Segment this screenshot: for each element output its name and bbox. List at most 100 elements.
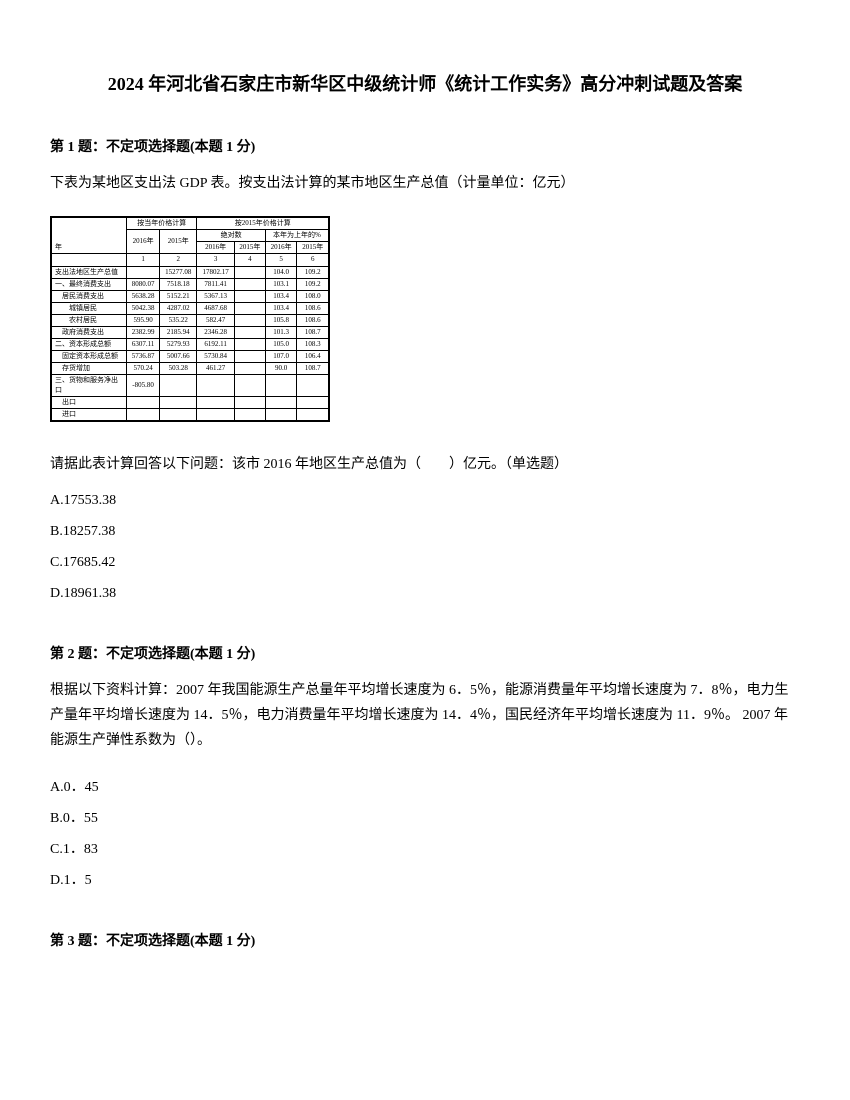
table-cell: 105.8 — [265, 314, 297, 326]
q2-option-c: C.1．83 — [50, 836, 800, 864]
table-cell: 进口 — [52, 408, 127, 420]
table-cell: 570.24 — [127, 363, 160, 375]
table-cell: 居民消费支出 — [52, 290, 127, 302]
table-row: 农村居民595.90535.22582.47105.8108.6 — [52, 314, 329, 326]
table-cell: 109.2 — [297, 278, 329, 290]
table-cell: 103.4 — [265, 302, 297, 314]
table-cell — [234, 314, 265, 326]
table-cell: 8080.07 — [127, 278, 160, 290]
table-row: 固定资本形成总额5736.875007.665730.84107.0106.4 — [52, 351, 329, 363]
q2-text: 根据以下资料计算：2007 年我国能源生产总量年平均增长速度为 6．5％，能源消… — [50, 678, 800, 754]
table-cell: 7518.18 — [160, 278, 197, 290]
q1-option-c: C.17685.42 — [50, 549, 800, 577]
table-cell: 461.27 — [197, 363, 234, 375]
table-cell: 108.3 — [297, 339, 329, 351]
q2-option-a: A.0．45 — [50, 774, 800, 802]
sub-header-2: 本年为上年的% — [265, 230, 328, 242]
table-cell: 108.0 — [297, 290, 329, 302]
table-cell — [234, 302, 265, 314]
q2-option-b: B.0．55 — [50, 805, 800, 833]
table-row: 三、货物和服务净出口-805.80 — [52, 375, 329, 396]
table-cell — [127, 396, 160, 408]
col-num-5: 5 — [265, 254, 297, 266]
table-cell: 2346.28 — [197, 327, 234, 339]
table-cell: 108.7 — [297, 363, 329, 375]
table-cell — [234, 278, 265, 290]
q1-table: 年 按当年价格计算 按2015年价格计算 2016年 2015年 绝对数 本年为… — [50, 216, 330, 422]
table-cell — [265, 396, 297, 408]
table-cell — [297, 396, 329, 408]
table-cell — [234, 351, 265, 363]
table-cell — [234, 396, 265, 408]
col-header-m: 年 — [52, 218, 127, 254]
table-cell: 105.0 — [265, 339, 297, 351]
table-cell: 17802.17 — [197, 266, 234, 278]
table-cell: 15277.08 — [160, 266, 197, 278]
table-row: 二、资本形成总额6307.115279.936192.11105.0108.3 — [52, 339, 329, 351]
table-cell: 政府消费支出 — [52, 327, 127, 339]
table-cell: 一、最终消费支出 — [52, 278, 127, 290]
table-cell: 固定资本形成总额 — [52, 351, 127, 363]
sub-year-4: 2015年 — [297, 242, 329, 254]
q2-header: 第 2 题：不定项选择题(本题 1 分) — [50, 643, 800, 663]
table-cell: 109.2 — [297, 266, 329, 278]
q1-option-b: B.18257.38 — [50, 518, 800, 546]
table-cell: 4687.68 — [197, 302, 234, 314]
table-cell: 7811.41 — [197, 278, 234, 290]
table-cell — [265, 375, 297, 396]
table-cell — [160, 396, 197, 408]
table-cell: 5152.21 — [160, 290, 197, 302]
table-cell: 5367.13 — [197, 290, 234, 302]
table-cell: 4287.02 — [160, 302, 197, 314]
table-cell: 582.47 — [197, 314, 234, 326]
table-cell — [234, 327, 265, 339]
table-cell: 5007.66 — [160, 351, 197, 363]
table-cell: 2185.94 — [160, 327, 197, 339]
table-row: 进口 — [52, 408, 329, 420]
table-cell — [160, 408, 197, 420]
table-cell: 存货增加 — [52, 363, 127, 375]
q1-option-d: D.18961.38 — [50, 580, 800, 608]
sub-year-1: 2016年 — [197, 242, 234, 254]
table-cell — [234, 266, 265, 278]
table-row: 支出法地区生产总值 15277.0817802.17 104.0109.2 — [52, 266, 329, 278]
table-cell — [160, 375, 197, 396]
table-cell: 5736.87 — [127, 351, 160, 363]
table-cell — [297, 408, 329, 420]
q1-option-a: A.17553.38 — [50, 487, 800, 515]
sub-year-2: 2015年 — [234, 242, 265, 254]
table-cell: 5638.28 — [127, 290, 160, 302]
table-cell: 104.0 — [265, 266, 297, 278]
table-cell: 101.3 — [265, 327, 297, 339]
table-cell: 106.4 — [297, 351, 329, 363]
table-cell: 535.22 — [160, 314, 197, 326]
table-row: 一、最终消费支出8080.077518.187811.41103.1109.2 — [52, 278, 329, 290]
table-cell: 6307.11 — [127, 339, 160, 351]
table-header-1: 按当年价格计算 — [127, 218, 197, 230]
document-title: 2024 年河北省石家庄市新华区中级统计师《统计工作实务》高分冲刺试题及答案 — [50, 70, 800, 96]
table-cell — [197, 408, 234, 420]
table-cell: 503.28 — [160, 363, 197, 375]
table-cell: 595.90 — [127, 314, 160, 326]
col-num-6: 6 — [297, 254, 329, 266]
table-cell — [234, 375, 265, 396]
table-cell: 90.0 — [265, 363, 297, 375]
table-cell — [197, 375, 234, 396]
table-cell: 二、资本形成总额 — [52, 339, 127, 351]
sub-year-3: 2016年 — [265, 242, 297, 254]
table-cell: 支出法地区生产总值 — [52, 266, 127, 278]
table-cell: 108.6 — [297, 314, 329, 326]
table-cell — [234, 290, 265, 302]
table-cell — [197, 396, 234, 408]
q2-option-d: D.1．5 — [50, 867, 800, 895]
year-2015: 2015年 — [160, 230, 197, 254]
table-cell: 城镇居民 — [52, 302, 127, 314]
table-cell: 103.4 — [265, 290, 297, 302]
table-row: 居民消费支出5638.285152.215367.13 103.4108.0 — [52, 290, 329, 302]
table-row: 政府消费支出2382.992185.942346.28101.3108.7 — [52, 327, 329, 339]
table-row: 存货增加570.24503.28461.27 90.0108.7 — [52, 363, 329, 375]
table-cell: 6192.11 — [197, 339, 234, 351]
table-cell: -805.80 — [127, 375, 160, 396]
col-num-4: 4 — [234, 254, 265, 266]
col-num-3: 3 — [197, 254, 234, 266]
